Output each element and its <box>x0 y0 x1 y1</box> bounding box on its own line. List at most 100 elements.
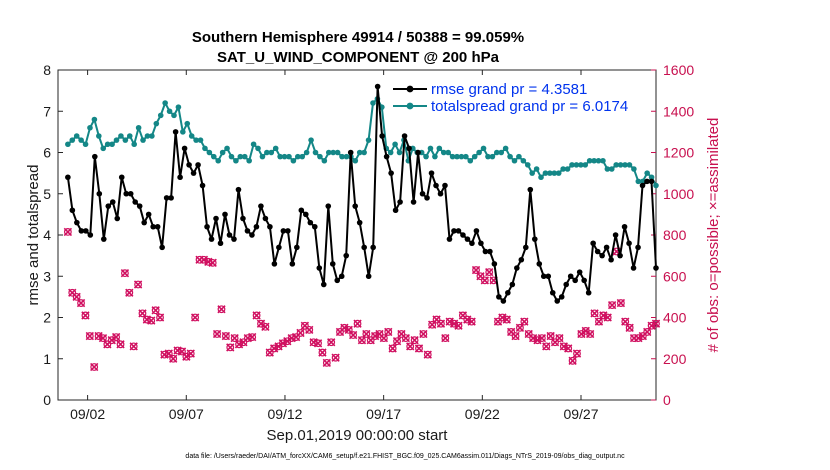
obs-assimilated-point-91 <box>463 315 472 324</box>
totalspread-point-114 <box>569 162 575 168</box>
obs-possible-point-119 <box>586 330 595 338</box>
rmse-point-53 <box>303 211 309 218</box>
obs-possible-point-67 <box>358 336 366 345</box>
obs-assimilated-point-99 <box>498 313 507 322</box>
obs-possible-point-37 <box>226 343 235 352</box>
obs-assimilated-point-132 <box>643 327 652 337</box>
rmse-point-77 <box>410 199 417 205</box>
totalspread-point-84 <box>436 145 443 152</box>
totalspread-point-26 <box>180 129 186 135</box>
obs-possible-point-74 <box>388 344 397 353</box>
obs-assimilated-point-65 <box>348 330 358 340</box>
totalspread-point-21 <box>157 112 164 119</box>
totalspread-point-46 <box>268 149 275 156</box>
rmse-point-119 <box>599 252 605 259</box>
obs-assimilated-point-36 <box>221 331 231 341</box>
rmse-point-11 <box>114 215 121 222</box>
totalspread-point-127 <box>626 162 633 168</box>
legend: rmse grand pr = 4.3581 totalspread grand… <box>393 81 628 115</box>
totalspread-point-93 <box>476 149 482 156</box>
obs-possible-point-35 <box>217 305 226 314</box>
obs-assimilated-point-31 <box>199 255 209 264</box>
obs-possible-point-36 <box>221 332 230 340</box>
rmse-point-76 <box>406 145 412 152</box>
totalspread-point-87 <box>449 153 456 160</box>
obs-possible-point-84 <box>432 315 441 324</box>
obs-assimilated-point-75 <box>392 337 402 346</box>
totalspread-point-62 <box>339 153 345 160</box>
rmse-point-13 <box>123 190 130 197</box>
rmse-point-124 <box>621 223 628 230</box>
obs-assimilated-point-14 <box>125 288 134 297</box>
totalspread-point-109 <box>547 170 553 176</box>
totalspread-point-30 <box>197 137 204 143</box>
obs-assimilated-point-134 <box>651 319 661 328</box>
obs-assimilated-point-123 <box>603 313 612 322</box>
totalspread-point-94 <box>480 145 487 152</box>
totalspread-point-51 <box>290 157 297 164</box>
rmse-point-5 <box>87 232 94 238</box>
rmse-point-43 <box>258 203 264 209</box>
obs-possible-point-89 <box>454 321 463 330</box>
rmse-point-52 <box>298 207 305 214</box>
totalspread-point-53 <box>299 153 306 160</box>
obs-possible-point-29 <box>191 313 200 322</box>
obs-possible-point-57 <box>314 339 322 348</box>
totalspread-point-69 <box>370 100 376 106</box>
rmse-point-98 <box>505 289 511 296</box>
rmse-point-39 <box>240 215 246 222</box>
obs-assimilated-point-130 <box>634 333 643 343</box>
rmse-point-75 <box>401 133 408 139</box>
obs-assimilated-point-63 <box>340 323 349 332</box>
rmse-point-84 <box>442 182 448 189</box>
obs-assimilated-point-5 <box>85 331 94 341</box>
obs-possible-point-101 <box>507 328 516 336</box>
rmse-point-110 <box>558 294 565 300</box>
obs-possible-point-6 <box>90 363 99 371</box>
totalspread-point-98 <box>498 149 505 156</box>
obs-assimilated-point-49 <box>278 339 288 348</box>
totalspread-point-85 <box>440 149 447 156</box>
totalspread-point-54 <box>303 149 310 156</box>
rmse-point-120 <box>603 244 610 251</box>
obs-possible-point-21 <box>156 313 164 322</box>
obs-assimilated-point-10 <box>107 336 116 345</box>
totalspread-point-91 <box>467 157 474 164</box>
obs-possible-point-5 <box>85 332 94 340</box>
obs-possible-point-28 <box>186 349 195 358</box>
totalspread-point-104 <box>524 162 531 168</box>
chart-title-line1: Southern Hemisphere 49914 / 50388 = 99.0… <box>192 29 524 46</box>
obs-possible-point-4 <box>81 311 90 320</box>
rmse-point-109 <box>554 298 561 304</box>
obs-possible-point-93 <box>472 266 480 274</box>
obs-assimilated-point-116 <box>572 349 582 358</box>
rmse-point-60 <box>334 277 341 284</box>
rmse-point-19 <box>150 223 156 230</box>
rmse-point-6 <box>92 153 98 160</box>
obs-possible-point-16 <box>134 280 142 289</box>
rmse-point-62 <box>343 252 350 259</box>
rmse-point-56 <box>316 265 323 271</box>
obs-assimilated-point-66 <box>353 319 362 328</box>
totalspread-point-119 <box>591 157 597 164</box>
totalspread-point-86 <box>445 149 451 156</box>
obs-assimilated-point-45 <box>261 322 270 331</box>
rmse-point-14 <box>127 190 134 197</box>
totalspread-point-92 <box>471 153 478 160</box>
obs-possible-point-75 <box>393 337 401 346</box>
obs-assimilated-point-8 <box>98 333 108 343</box>
totalspread-point-68 <box>365 137 372 143</box>
rmse-point-106 <box>540 273 547 280</box>
obs-possible-point-0 <box>63 228 72 236</box>
obs-assimilated-point-68 <box>362 329 371 339</box>
rmse-point-91 <box>473 228 480 234</box>
rmse-point-126 <box>630 265 637 271</box>
totalspread-point-39 <box>237 153 244 160</box>
obs-possible-point-78 <box>406 342 415 351</box>
rmse-point-129 <box>644 178 650 185</box>
totalspread-point-96 <box>489 153 496 160</box>
totalspread-point-73 <box>387 149 394 156</box>
rmse-point-118 <box>594 248 601 255</box>
rmse-point-29 <box>195 162 201 168</box>
y-right-tick-label-4: 800 <box>663 227 687 243</box>
